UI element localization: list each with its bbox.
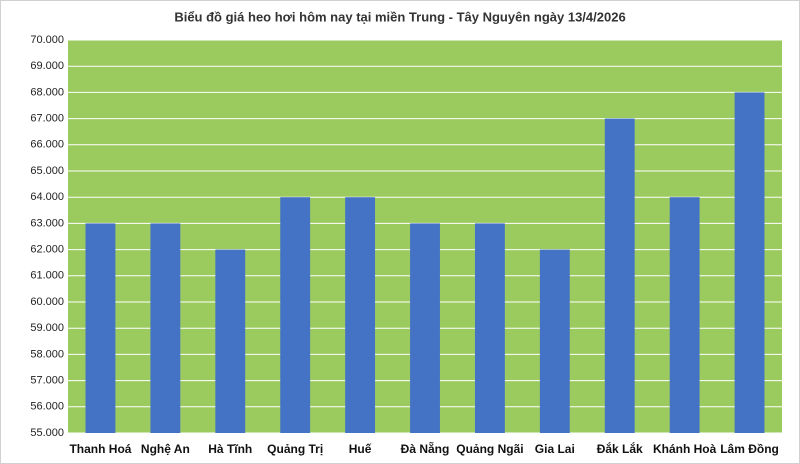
- x-tick-label: Thanh Hoá: [69, 442, 131, 456]
- bar: [604, 118, 635, 433]
- x-tick-label: Lâm Đồng: [720, 442, 779, 456]
- x-tick-label: Khánh Hoà: [653, 442, 717, 456]
- y-tick-label: 66.000: [30, 139, 64, 151]
- x-tick-label: Hà Tĩnh: [208, 442, 252, 456]
- y-tick-label: 57.000: [30, 375, 64, 387]
- y-tick-label: 56.000: [30, 401, 64, 413]
- y-tick-label: 65.000: [30, 165, 64, 177]
- x-tick-label: Đắk Lắk: [597, 441, 643, 456]
- bar: [215, 249, 246, 433]
- x-tick-label: Nghệ An: [141, 442, 190, 456]
- y-tick-label: 70.000: [30, 34, 64, 46]
- x-tick-label: Quảng Trị: [267, 442, 323, 456]
- bar: [280, 197, 311, 433]
- x-tick-label: Huế: [349, 442, 372, 456]
- y-tick-label: 64.000: [30, 191, 64, 203]
- y-tick-label: 59.000: [30, 322, 64, 334]
- x-tick-label: Gia Lai: [535, 442, 575, 456]
- y-tick-label: 67.000: [30, 113, 64, 125]
- y-tick-label: 63.000: [30, 217, 64, 229]
- y-tick-label: 62.000: [30, 244, 64, 256]
- y-tick-label: 60.000: [30, 296, 64, 308]
- bar: [474, 223, 505, 433]
- y-tick-label: 58.000: [30, 348, 64, 360]
- y-tick-label: 69.000: [30, 60, 64, 72]
- bar: [85, 223, 116, 433]
- bar: [734, 92, 765, 434]
- y-tick-label: 61.000: [30, 270, 64, 282]
- bar: [150, 223, 181, 433]
- x-tick-label: Quảng Ngãi: [456, 442, 523, 456]
- bar: [669, 197, 700, 433]
- bar: [345, 197, 376, 433]
- x-tick-label: Đà Nẵng: [401, 441, 450, 456]
- chart-title: Biểu đồ giá heo hơi hôm nay tại miền Tru…: [174, 9, 625, 24]
- y-tick-label: 55.000: [30, 427, 64, 439]
- bar: [539, 249, 570, 433]
- y-tick-label: 68.000: [30, 86, 64, 98]
- bar: [410, 223, 440, 433]
